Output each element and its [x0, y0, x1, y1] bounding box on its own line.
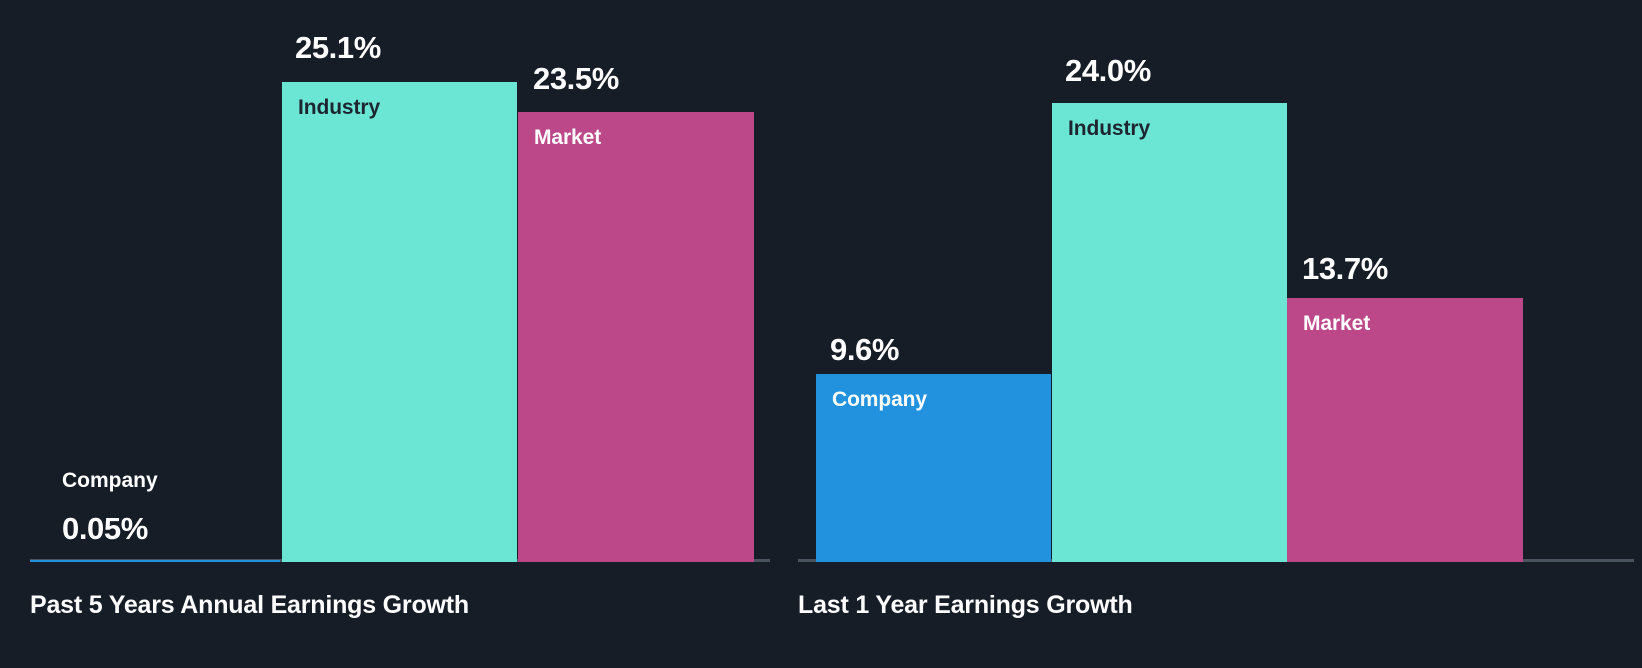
chart-panel-last-1-year: Company 9.6% Industry 24.0% Market 13.7%… [790, 0, 1642, 668]
value-market-past-5-years: 23.5% [533, 61, 619, 96]
bar-label-industry-past-5-years: Industry [298, 96, 381, 119]
bar-label-company-last-1-year: Company [832, 388, 927, 411]
bar-company-past-5-years[interactable] [30, 560, 280, 562]
bar-market-last-1-year[interactable]: Market [1287, 298, 1523, 562]
plot-area-right: Company 9.6% Industry 24.0% Market 13.7% [790, 0, 1642, 562]
chart-caption-past-5-years: Past 5 Years Annual Earnings Growth [30, 591, 469, 619]
value-company-last-1-year: 9.6% [830, 332, 900, 367]
value-industry-past-5-years: 25.1% [295, 30, 381, 65]
bar-industry-last-1-year[interactable]: Industry [1052, 103, 1287, 562]
bar-industry-past-5-years[interactable]: Industry [282, 82, 517, 562]
chart-caption-last-1-year: Last 1 Year Earnings Growth [798, 591, 1133, 619]
bar-company-last-1-year[interactable]: Company [816, 374, 1051, 562]
value-market-last-1-year: 13.7% [1302, 251, 1388, 286]
bar-label-industry-last-1-year: Industry [1068, 117, 1151, 140]
value-industry-last-1-year: 24.0% [1065, 53, 1151, 88]
bar-label-company-past-5-years: Company [62, 469, 158, 492]
bar-label-market-last-1-year: Market [1303, 312, 1371, 335]
chart-panel-past-5-years: Company 0.05% Industry 25.1% Market 23.5… [0, 0, 790, 668]
plot-area-left: Company 0.05% Industry 25.1% Market 23.5… [0, 0, 790, 562]
bar-market-past-5-years[interactable]: Market [518, 112, 754, 562]
bar-label-market-past-5-years: Market [534, 126, 602, 149]
value-company-past-5-years: 0.05% [62, 511, 148, 546]
